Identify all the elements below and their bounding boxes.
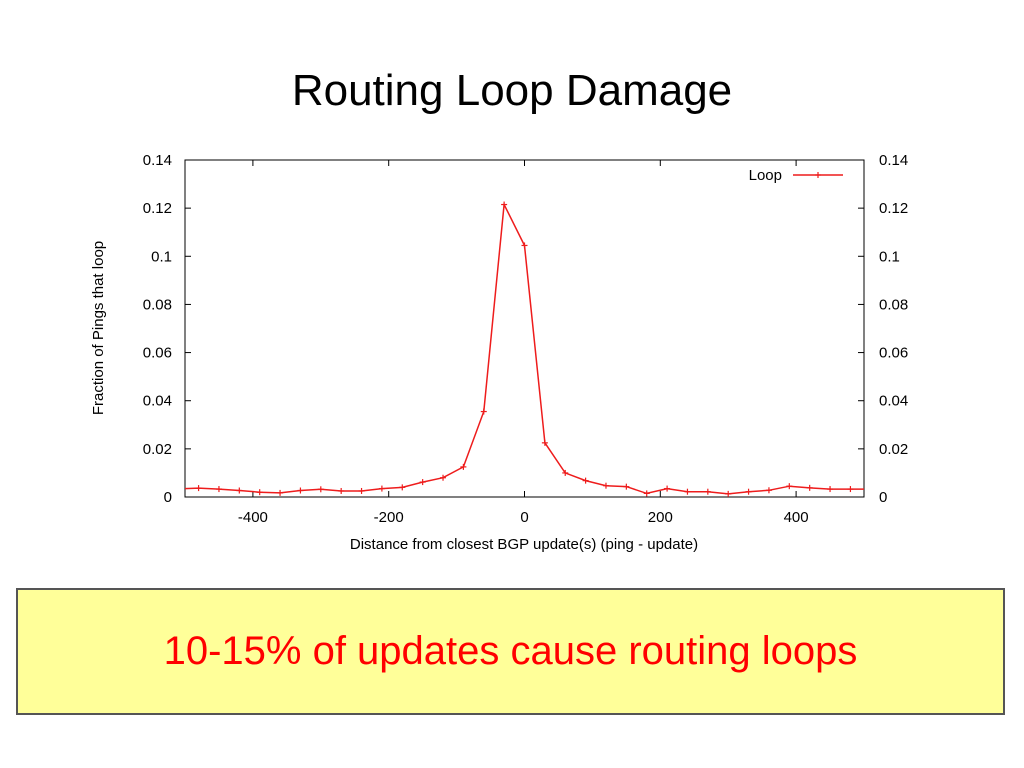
data-point — [541, 439, 548, 446]
y2-tick-label: 0 — [879, 489, 887, 506]
y-tick-label: 0.08 — [143, 296, 172, 313]
x-tick-label: 400 — [784, 509, 809, 526]
data-point — [338, 487, 345, 494]
x-tick-label: -200 — [374, 509, 404, 526]
data-point — [277, 489, 284, 496]
data-point — [623, 483, 630, 490]
data-point — [460, 463, 467, 470]
data-point — [480, 408, 487, 415]
y-tick-label: 0 — [164, 489, 172, 506]
series-points-loop — [195, 201, 854, 497]
legend: Loop — [749, 167, 843, 184]
data-point — [440, 474, 447, 481]
data-point — [501, 201, 508, 208]
y-tick-label: 0.04 — [143, 393, 172, 410]
data-point — [378, 485, 385, 492]
callout-text: 10-15% of updates cause routing loops — [163, 629, 858, 673]
callout-box: 10-15% of updates cause routing loops — [16, 588, 1005, 715]
data-point — [521, 242, 528, 249]
y-tick-label: 0.14 — [143, 152, 172, 169]
data-point — [215, 486, 222, 493]
x-tick-label: 200 — [648, 509, 673, 526]
y2-tick-label: 0.12 — [879, 200, 908, 217]
data-point — [582, 477, 589, 484]
data-point — [236, 487, 243, 494]
y2-tick-label: 0.06 — [879, 345, 908, 362]
data-point — [664, 485, 671, 492]
data-point — [317, 486, 324, 493]
data-point — [786, 483, 793, 490]
data-point — [256, 489, 263, 496]
data-point — [827, 486, 834, 493]
y-tick-label: 0.12 — [143, 200, 172, 217]
x-tick-label: -400 — [238, 509, 268, 526]
legend-point-marker — [815, 172, 821, 178]
data-point — [195, 485, 202, 492]
data-point — [806, 484, 813, 491]
slide-title: Routing Loop Damage — [291, 66, 733, 115]
data-point — [704, 488, 711, 495]
y-axis-label: Fraction of Pings that loop — [90, 241, 107, 415]
data-point — [419, 479, 426, 486]
data-point — [684, 488, 691, 495]
y2-tick-label: 0.08 — [879, 296, 908, 313]
plot-frame — [184, 159, 865, 498]
y-tick-label: 0.06 — [143, 345, 172, 362]
y2-tick-label: 0.04 — [879, 393, 908, 410]
data-point — [399, 484, 406, 491]
y-axis-right: 0 0.02 0.04 0.06 0.08 0.1 0.12 0.14 — [858, 152, 908, 506]
data-point — [643, 490, 650, 497]
data-point — [765, 487, 772, 494]
y-tick-label: 0.02 — [143, 441, 172, 458]
data-point — [602, 482, 609, 489]
y-axis-left: 0 0.02 0.04 0.06 0.08 0.1 0.12 0.14 — [143, 152, 191, 506]
legend-marker — [815, 172, 821, 178]
y2-tick-label: 0.1 — [879, 248, 900, 265]
data-point — [745, 488, 752, 495]
data-point — [562, 469, 569, 476]
data-point — [358, 487, 365, 494]
x-axis-label: Distance from closest BGP update(s) (pin… — [350, 536, 698, 553]
y-tick-label: 0.1 — [151, 248, 172, 265]
data-point — [725, 490, 732, 497]
legend-label: Loop — [749, 167, 782, 184]
line-chart: -400 -200 0 200 400 0 0.02 0.04 0.06 0.08 0.1 0.12… — [90, 152, 908, 553]
x-axis: -400 -200 0 200 400 — [238, 160, 809, 526]
y2-tick-label: 0.02 — [879, 441, 908, 458]
y2-tick-label: 0.14 — [879, 152, 908, 169]
data-point — [297, 487, 304, 494]
x-tick-label: 0 — [520, 509, 528, 526]
data-point — [847, 486, 854, 493]
